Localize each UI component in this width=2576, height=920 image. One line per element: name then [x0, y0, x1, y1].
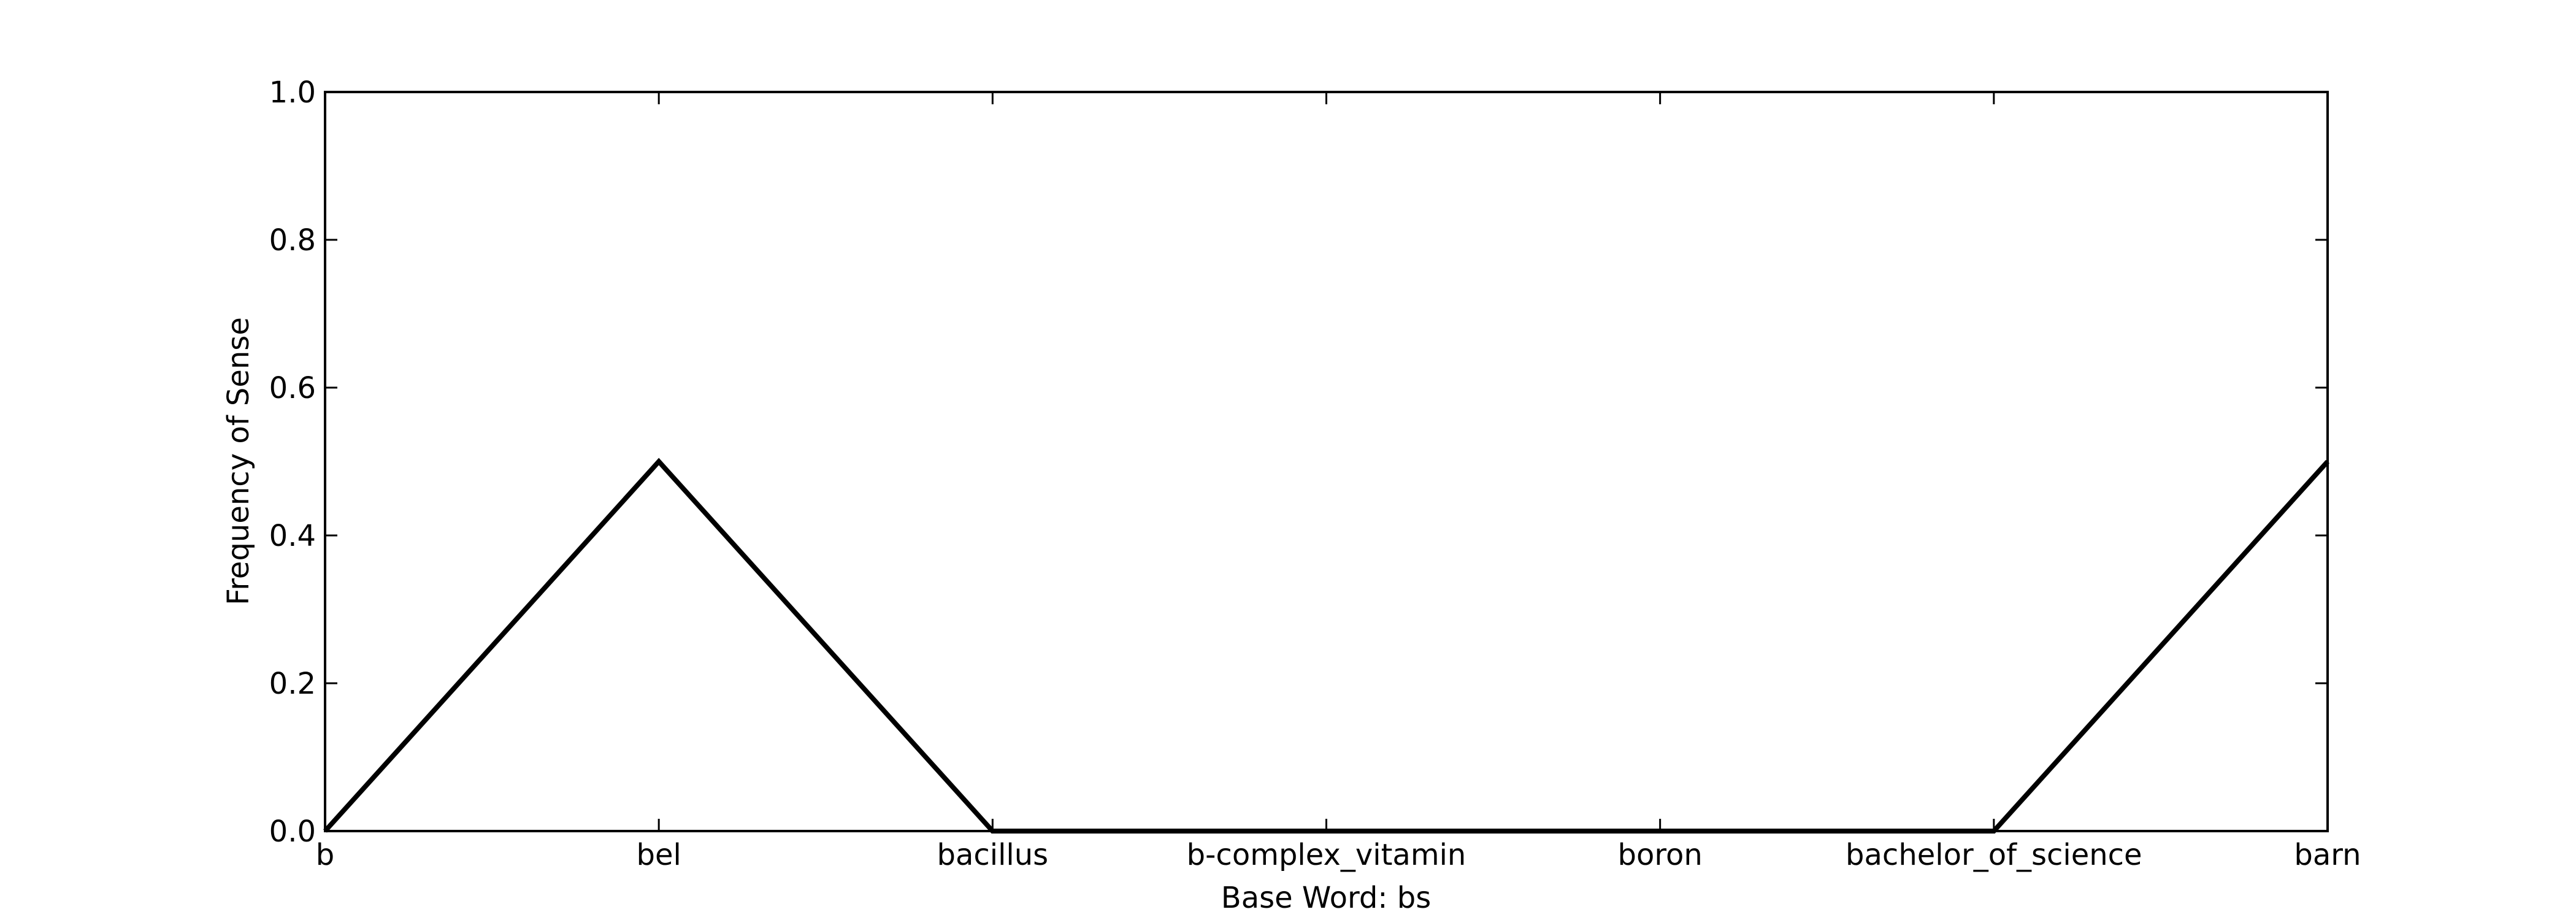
x-tick-label: bacillus — [937, 838, 1048, 872]
y-axis-label: Frequency of Sense — [221, 317, 256, 605]
x-axis-label: Base Word: bs — [1221, 881, 1431, 915]
x-tick-label: b-complex_vitamin — [1187, 838, 1466, 872]
x-tick-labels: b bel bacillus b-complex_vitamin boron bachel… — [316, 838, 2361, 872]
y-tick-label: 0.4 — [269, 519, 316, 553]
y-tick-label: 1.0 — [269, 75, 316, 110]
x-tick-label: b — [316, 838, 334, 872]
plot-frame — [324, 91, 2329, 832]
x-tick-label: barn — [2294, 838, 2361, 872]
y-tick-label: 0.2 — [269, 667, 316, 701]
plot-area — [325, 92, 2328, 831]
x-tick-label: boron — [1618, 838, 1703, 872]
y-tick-label: 0.8 — [269, 223, 316, 258]
x-tick-label: bel — [636, 838, 681, 872]
x-tick-label: bachelor_of_science — [1846, 838, 2142, 872]
y-tick-labels: 0.0 0.2 0.4 0.6 0.8 1.0 — [269, 75, 316, 849]
y-tick-label: 0.0 — [269, 815, 316, 849]
y-tick-label: 0.6 — [269, 371, 316, 405]
